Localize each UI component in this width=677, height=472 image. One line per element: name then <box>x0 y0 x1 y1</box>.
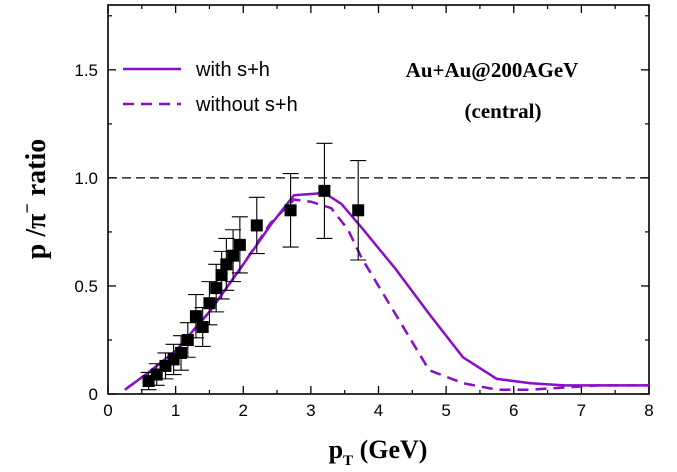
data-point-marker <box>203 297 216 310</box>
data-point <box>350 160 367 261</box>
y-axis-title: p /π− ratio <box>17 139 52 260</box>
data-point-marker <box>284 204 297 217</box>
series-line-with-sh <box>124 191 649 391</box>
y-tick-label: 0 <box>89 385 98 404</box>
axis-ticks: 0 1 2 3 4 5 6 7 8 0 0.5 1.0 1.5 <box>74 5 654 420</box>
y-axis-title-rest: ratio <box>21 139 52 204</box>
data-point <box>316 142 333 239</box>
data-point <box>231 216 248 274</box>
x-axis-title-rest: (GeV) <box>353 435 427 464</box>
data-point-marker <box>196 321 209 334</box>
x-tick-label: 1 <box>171 401 180 420</box>
data-point-marker <box>250 219 263 232</box>
data-point-marker <box>175 346 188 359</box>
data-point <box>225 229 242 283</box>
legend: with s+h without s+h <box>123 59 298 116</box>
y-axis-title-superscript: − <box>17 203 37 213</box>
series-group <box>124 191 649 391</box>
data-point-marker <box>215 269 228 282</box>
y-tick-label: 0.5 <box>74 277 98 296</box>
x-axis-title: pT (GeV) <box>329 435 428 469</box>
annotation-centrality: (central) <box>465 99 542 123</box>
data-point <box>179 322 196 358</box>
x-axis-title-subscript: T <box>343 453 353 469</box>
data-point-marker <box>352 204 365 217</box>
x-tick-label: 5 <box>441 401 450 420</box>
legend-label-with-sh: with s+h <box>195 59 270 81</box>
x-axis-title-main: p <box>329 435 343 464</box>
x-tick-label: 2 <box>239 401 248 420</box>
data-point-marker <box>210 282 223 295</box>
x-tick-label: 8 <box>644 401 653 420</box>
x-tick-label: 6 <box>509 401 518 420</box>
y-tick-label: 1.5 <box>74 61 98 80</box>
data-point-marker <box>233 238 246 251</box>
data-point <box>248 196 265 255</box>
annotation-system: Au+Au@200AGeV <box>406 58 579 82</box>
data-point-marker <box>318 184 331 197</box>
data-point-marker <box>181 333 194 346</box>
data-point <box>173 335 190 371</box>
data-point <box>282 173 299 248</box>
data-points-group <box>140 142 367 391</box>
x-tick-label: 0 <box>103 401 112 420</box>
x-tick-label: 7 <box>577 401 586 420</box>
data-point-marker <box>227 249 240 262</box>
y-axis-title-main: p /π <box>21 213 52 259</box>
y-tick-label: 1.0 <box>74 169 98 188</box>
x-tick-label: 4 <box>374 401 383 420</box>
data-point <box>187 294 204 339</box>
data-point-marker <box>189 310 202 323</box>
data-point <box>201 281 218 326</box>
legend-label-without-sh: without s+h <box>195 94 298 116</box>
x-tick-label: 3 <box>306 401 315 420</box>
